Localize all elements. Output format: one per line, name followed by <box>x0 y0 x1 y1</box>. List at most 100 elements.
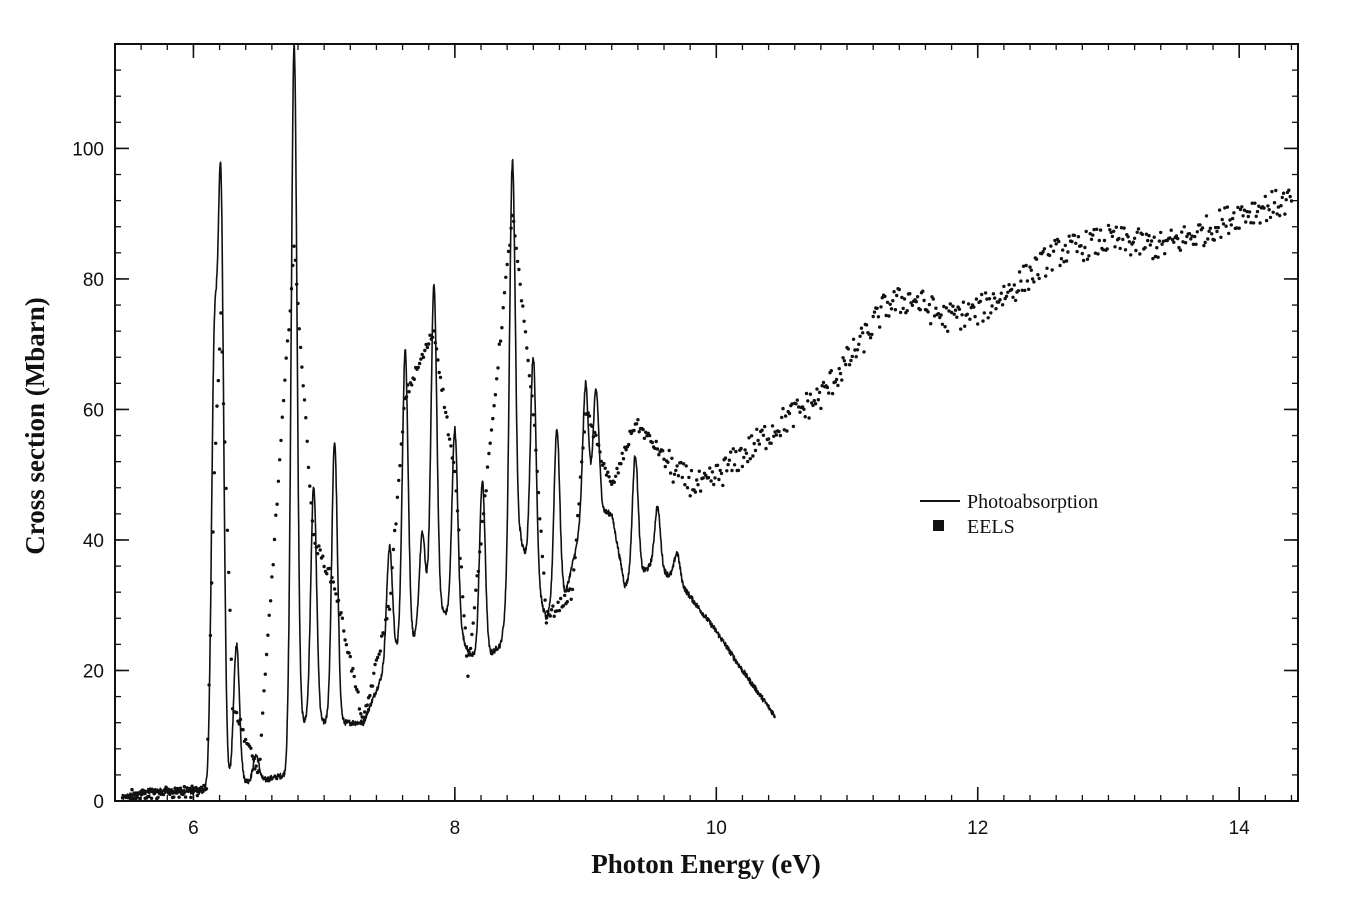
eels-point <box>871 314 875 319</box>
eels-point <box>1268 215 1273 220</box>
eels-point <box>292 244 296 248</box>
eels-point <box>948 302 952 306</box>
eels-point <box>951 304 955 308</box>
eels-point <box>1011 295 1015 299</box>
eels-point <box>606 470 610 474</box>
eels-point <box>887 314 891 318</box>
eels-point <box>670 456 674 460</box>
eels-point <box>723 456 728 460</box>
eels-point <box>983 291 988 295</box>
eels-point <box>729 450 733 454</box>
x-tick-labels: 6 8 10 12 14 <box>188 818 1250 839</box>
eels-point <box>770 424 775 428</box>
eels-point <box>844 362 848 367</box>
eels-point <box>695 478 699 482</box>
eels-point <box>666 460 670 464</box>
eels-point <box>138 796 142 801</box>
eels-point <box>394 522 398 526</box>
eels-point <box>602 461 606 466</box>
eels-point <box>1117 236 1121 241</box>
eels-point <box>185 786 189 790</box>
eels-point <box>267 613 271 617</box>
eels-point <box>1024 263 1028 268</box>
eels-point <box>807 416 811 420</box>
eels-point <box>437 370 441 375</box>
eels-point <box>1244 220 1248 224</box>
eels-point <box>918 308 922 312</box>
eels-point <box>1170 238 1175 242</box>
eels-point <box>1276 205 1281 209</box>
eels-point <box>1105 247 1109 251</box>
eels-point <box>764 446 768 451</box>
eels-point <box>497 342 501 346</box>
y-tick-label: 0 <box>93 792 104 813</box>
eels-point <box>1266 204 1270 208</box>
eels-point <box>787 411 792 416</box>
eels-point <box>817 390 822 395</box>
eels-point <box>339 611 343 615</box>
eels-point <box>1061 248 1065 252</box>
eels-point <box>436 358 440 362</box>
eels-point <box>947 309 951 313</box>
eels-point <box>331 580 335 584</box>
eels-point <box>149 796 154 800</box>
eels-point <box>688 494 692 498</box>
eels-point <box>287 328 291 332</box>
eels-point <box>1217 208 1222 212</box>
eels-point <box>1088 232 1092 236</box>
eels-point <box>966 302 971 306</box>
eels-point <box>500 326 504 330</box>
eels-point <box>498 339 503 343</box>
eels-point <box>891 299 895 303</box>
eels-point <box>1023 288 1027 293</box>
eels-point <box>298 345 303 350</box>
eels-point <box>772 434 776 438</box>
eels-point <box>224 486 228 491</box>
eels-point <box>621 457 626 461</box>
eels-point <box>1097 238 1102 243</box>
eels-point <box>719 471 724 476</box>
eels-point <box>960 313 964 317</box>
eels-point <box>619 462 623 466</box>
eels-point <box>363 710 367 714</box>
eels-point <box>1122 226 1126 230</box>
plot-frame <box>114 43 1299 802</box>
eels-point <box>1195 230 1200 234</box>
eels-point <box>952 312 956 316</box>
eels-point <box>740 464 745 469</box>
eels-point <box>901 306 905 311</box>
eels-point <box>351 666 355 671</box>
eels-point <box>650 440 654 445</box>
eels-point <box>1258 221 1262 225</box>
eels-point <box>557 608 562 613</box>
eels-point <box>342 629 346 633</box>
eels-point <box>301 384 305 388</box>
eels-point <box>1271 210 1275 214</box>
eels-point <box>1113 245 1117 249</box>
eels-point <box>1138 252 1142 256</box>
eels-point <box>760 428 764 432</box>
eels-point <box>1085 257 1090 261</box>
eels-point <box>701 476 705 480</box>
eels-point <box>1160 242 1164 246</box>
eels-point <box>1146 238 1150 243</box>
eels-point <box>959 327 963 331</box>
eels-point <box>1140 232 1145 237</box>
x-tick-label: 6 <box>188 818 199 839</box>
eels-point <box>1044 274 1048 278</box>
eels-point <box>523 330 528 334</box>
eels-point <box>1062 260 1066 264</box>
eels-point <box>325 572 329 576</box>
eels-point <box>376 655 380 660</box>
eels-point <box>653 446 657 451</box>
eels-point <box>624 448 628 452</box>
eels-point <box>603 466 607 470</box>
eels-point <box>973 314 977 319</box>
eels-point <box>766 437 771 441</box>
eels-point <box>709 479 713 483</box>
eels-point <box>1028 265 1032 269</box>
eels-point <box>830 391 835 396</box>
eels-point <box>1079 244 1083 248</box>
eels-point <box>1109 230 1113 235</box>
